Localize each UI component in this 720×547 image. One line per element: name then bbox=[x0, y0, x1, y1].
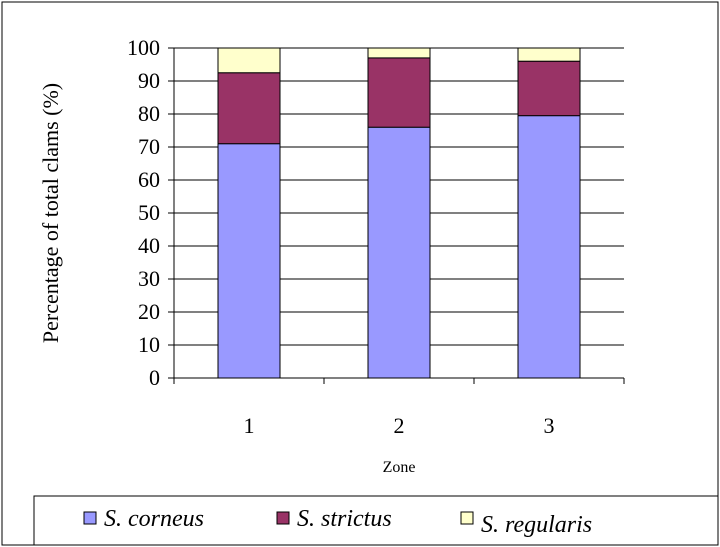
bar-segment bbox=[517, 60, 581, 117]
x-tick-label: 1 bbox=[244, 413, 255, 438]
bar-segment bbox=[217, 143, 281, 379]
y-tick-label: 90 bbox=[138, 68, 160, 93]
y-tick-label: 20 bbox=[138, 299, 160, 324]
bar-segment bbox=[367, 57, 431, 128]
legend-swatch bbox=[83, 511, 97, 525]
legend-swatch bbox=[460, 511, 474, 525]
legend-swatch bbox=[276, 511, 290, 525]
x-axis-title: Zone bbox=[383, 459, 416, 476]
y-tick-label: 100 bbox=[127, 35, 160, 60]
y-tick-label: 40 bbox=[138, 233, 160, 258]
legend-label: S. regularis bbox=[481, 512, 592, 538]
y-tick-label: 10 bbox=[138, 332, 160, 357]
y-tick-label: 60 bbox=[138, 167, 160, 192]
legend: S. corneus S. strictus S. regularis bbox=[33, 495, 719, 546]
bar-segment bbox=[367, 126, 431, 379]
y-tick-label: 50 bbox=[138, 200, 160, 225]
bars bbox=[217, 47, 581, 379]
x-tick-label: 3 bbox=[544, 413, 555, 438]
y-tick-label: 70 bbox=[138, 134, 160, 159]
legend-label: S. strictus bbox=[297, 506, 392, 532]
bar-segment bbox=[517, 115, 581, 379]
bar-segment bbox=[367, 47, 431, 59]
y-tick-label: 80 bbox=[138, 101, 160, 126]
y-tick-label: 30 bbox=[138, 266, 160, 291]
bar-segment bbox=[517, 47, 581, 62]
bar-segment bbox=[217, 72, 281, 145]
y-tick-label: 0 bbox=[149, 365, 160, 390]
y-ticks: 0 10 20 30 40 50 60 70 80 90 100 bbox=[127, 35, 174, 390]
x-tick-label: 2 bbox=[394, 413, 405, 438]
bar-segment bbox=[217, 47, 281, 74]
legend-label: S. corneus bbox=[104, 506, 204, 532]
x-ticks: 1 2 3 bbox=[173, 378, 625, 438]
y-axis-title: Percentage of total clams (%) bbox=[38, 83, 63, 343]
legend-box bbox=[33, 495, 719, 546]
